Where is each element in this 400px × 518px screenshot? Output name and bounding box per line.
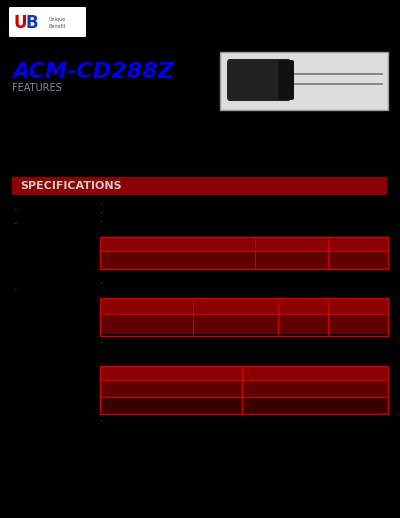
Text: ·: · [100,217,103,227]
Bar [12,177,387,195]
Bar [100,314,388,334]
Bar [100,298,388,336]
Bar [100,366,388,414]
Text: ·: · [14,219,18,229]
Text: ·: · [100,199,103,209]
Text: ·: · [14,285,18,295]
Text: ·: · [100,208,103,218]
Text: ·: · [100,416,103,426]
Bar [100,380,388,397]
Bar [100,366,388,380]
Bar [100,237,388,251]
Text: SPECIFICATIONS: SPECIFICATIONS [20,181,122,191]
FancyBboxPatch shape [9,7,86,37]
FancyBboxPatch shape [227,59,291,101]
Text: ·: · [100,279,103,289]
Bar [100,298,388,314]
Text: Benefit: Benefit [48,23,66,28]
Bar [100,237,388,269]
Text: ACM-CD288Z: ACM-CD288Z [12,62,174,82]
Bar [220,52,388,110]
Bar [100,397,388,414]
Text: U: U [13,14,27,32]
Text: ·: · [100,338,103,348]
Text: ·: · [14,205,18,215]
Text: Unique: Unique [48,17,66,22]
FancyBboxPatch shape [278,60,294,100]
Text: FEATURES: FEATURES [12,83,62,93]
Text: B: B [26,14,38,32]
Bar [100,251,388,269]
